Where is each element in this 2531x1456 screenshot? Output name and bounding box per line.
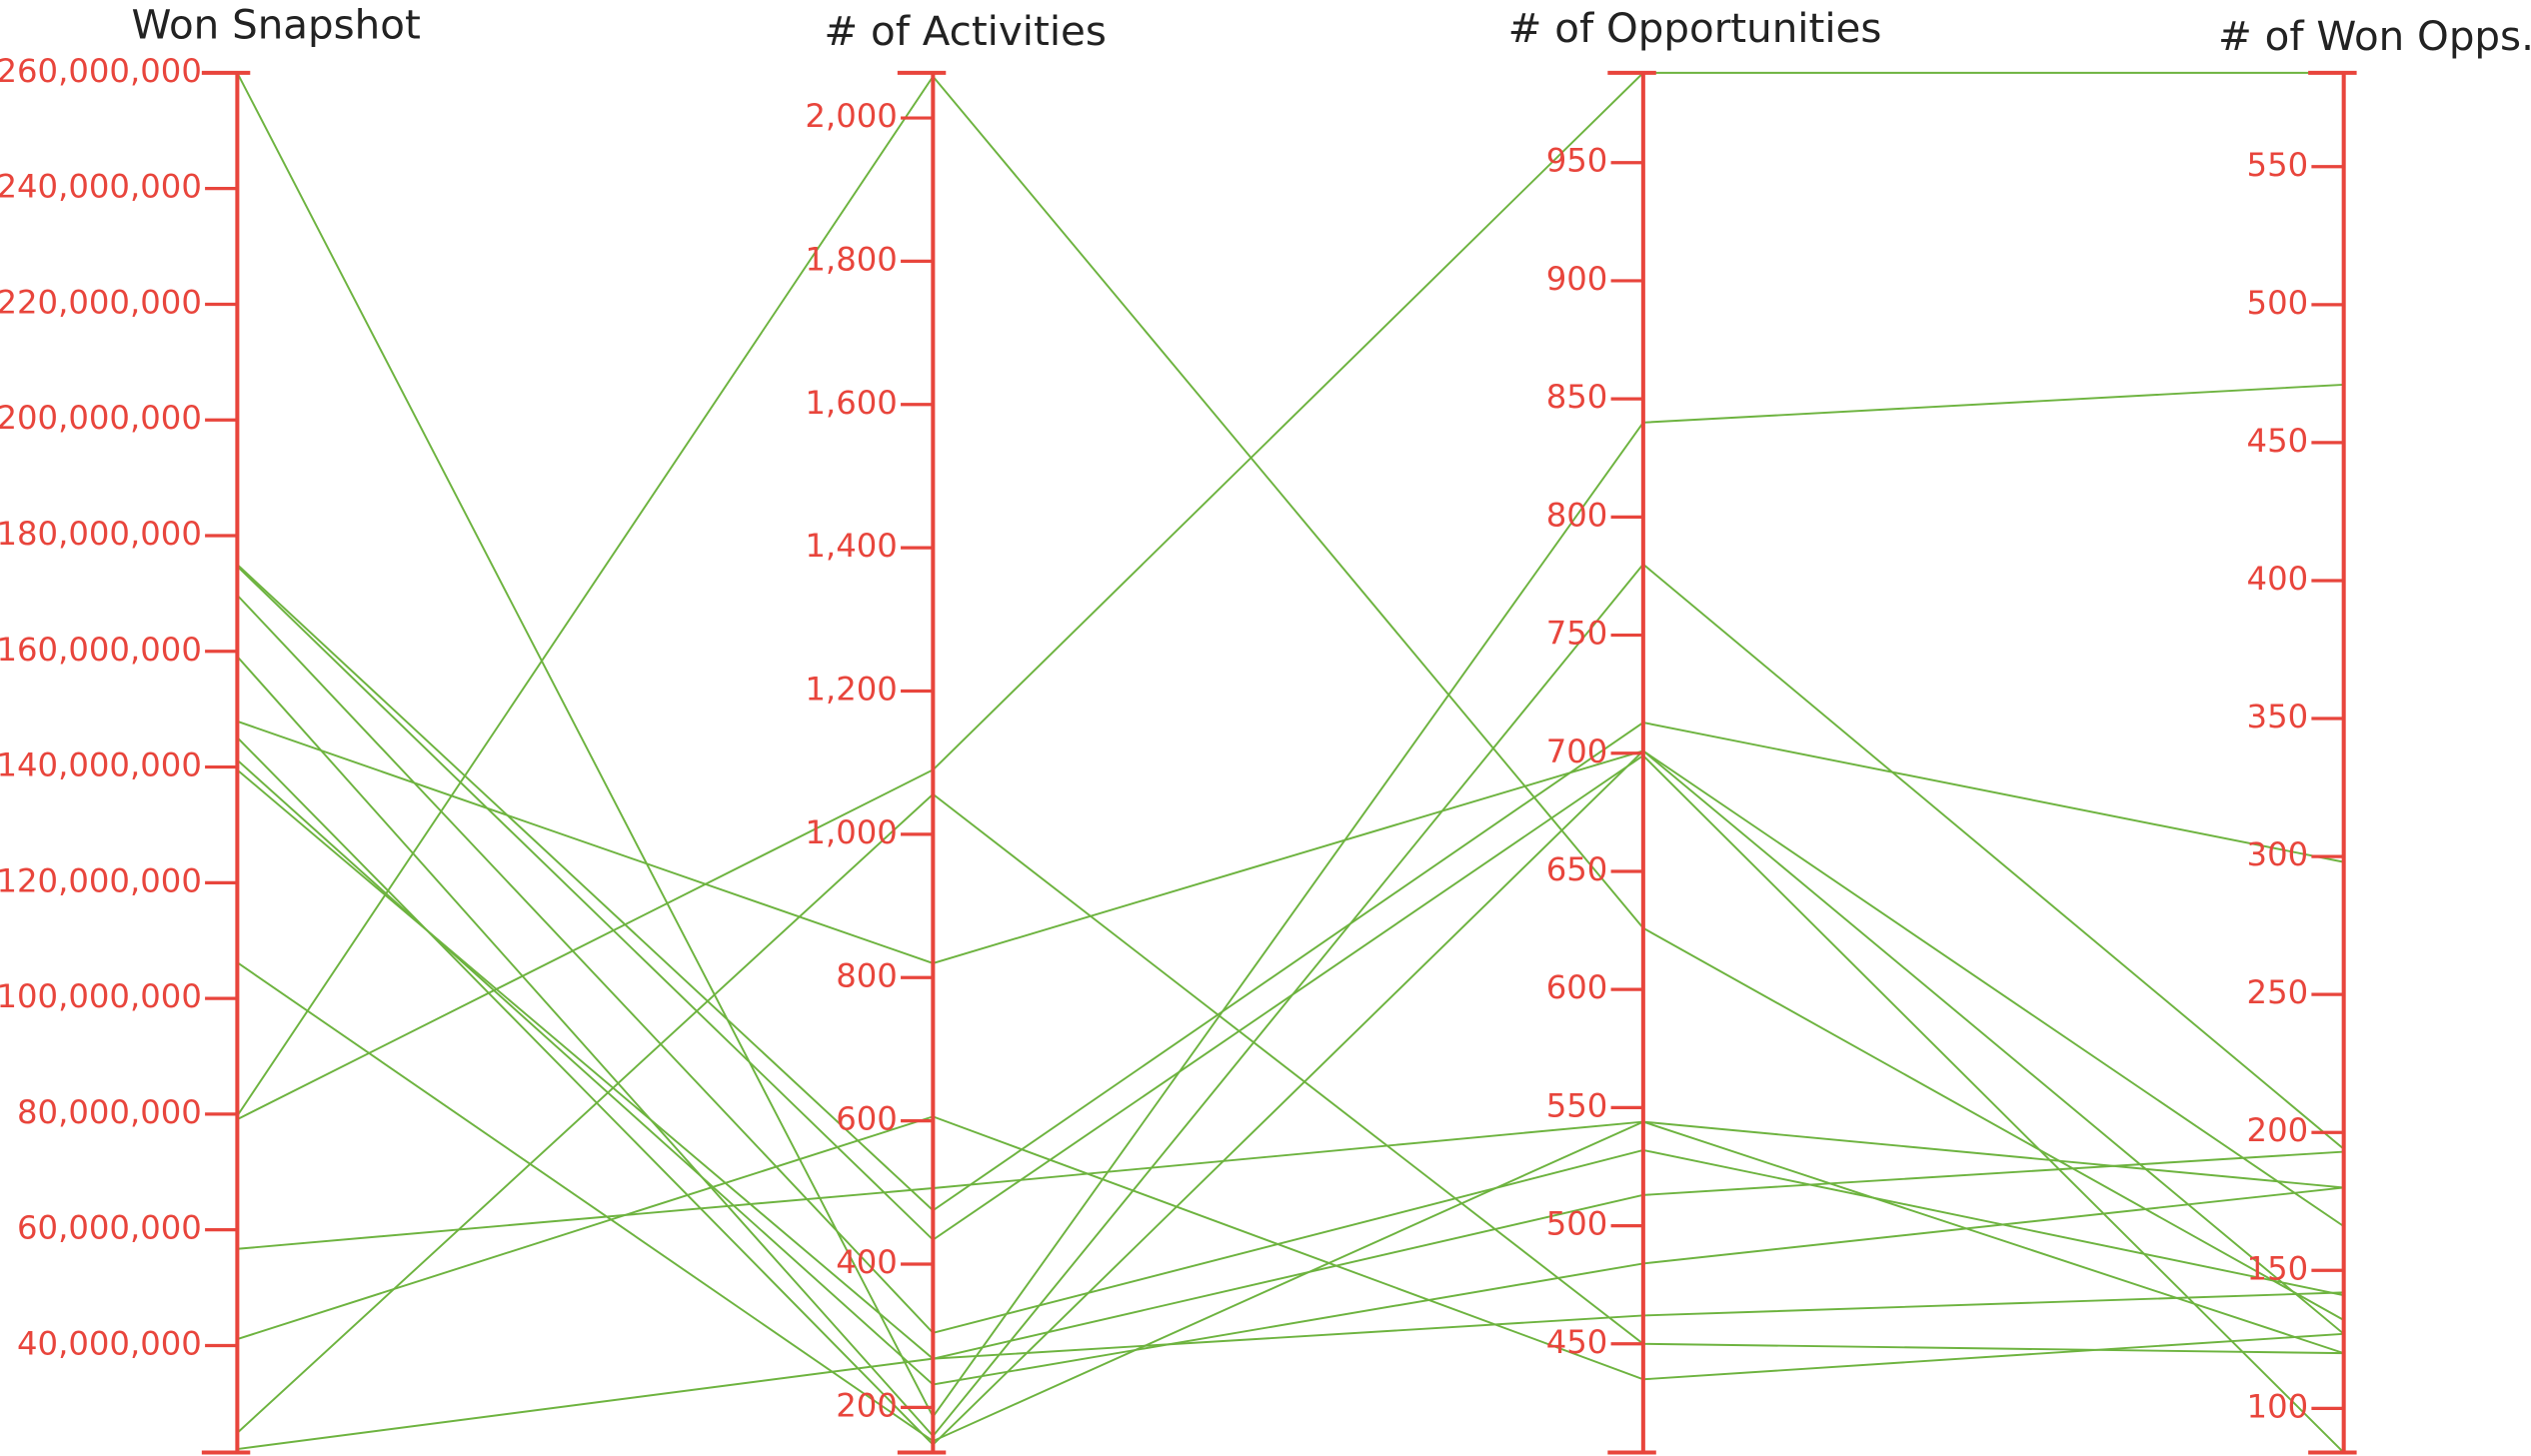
record-line: [236, 792, 2344, 1434]
tick-label: 220,000,000: [0, 283, 202, 321]
tick-label: 350: [2247, 698, 2309, 735]
tick-label: 950: [1546, 142, 1608, 180]
tick-label: 400: [2247, 560, 2309, 598]
axis: # of Activities 200 400 600 800 1,000 1,200 1,4…: [805, 8, 1107, 1455]
record-line: [236, 74, 2345, 1321]
axis-title: Won Snapshot: [131, 2, 420, 49]
tick-label: 40,000,000: [17, 1324, 202, 1362]
tick-label: 750: [1546, 615, 1608, 653]
axis-title: # of Won Opps.: [2218, 13, 2531, 60]
axis-title: # of Opportunities: [1508, 5, 1882, 52]
tick-label: 260,000,000: [0, 52, 202, 90]
record-line: [236, 594, 2344, 1334]
tick-label: 1,800: [805, 240, 897, 278]
tick-label: 400: [836, 1243, 898, 1281]
axis: # of Won Opps. 100 150 200 250 300 350 400 450 50…: [2218, 13, 2531, 1455]
tick-label: 200,000,000: [0, 399, 202, 437]
record-line: [236, 563, 2345, 1438]
tick-label: 650: [1546, 850, 1608, 888]
tick-label: 200: [2247, 1111, 2309, 1149]
record-line: [237, 1291, 2344, 1451]
tick-label: 800: [836, 956, 898, 994]
tick-label: 200: [836, 1386, 898, 1424]
tick-label: 550: [1546, 1086, 1608, 1124]
record-line: [236, 565, 2345, 1454]
record-line: [236, 961, 2344, 1443]
tick-label: 500: [1546, 1205, 1608, 1243]
tick-label: 500: [2247, 284, 2309, 322]
tick-label: 1,000: [805, 813, 897, 851]
record-line: [236, 71, 2344, 1120]
tick-label: 140,000,000: [0, 746, 202, 784]
tick-label: 180,000,000: [0, 515, 202, 553]
tick-label: 120,000,000: [0, 861, 202, 899]
tick-label: 100,000,000: [0, 977, 202, 1015]
tick-label: 60,000,000: [17, 1209, 202, 1247]
tick-label: 450: [1546, 1323, 1608, 1361]
tick-label: 850: [1546, 378, 1608, 416]
tick-label: 800: [1546, 496, 1608, 534]
tick-label: 700: [1546, 732, 1608, 770]
axis: Won Snapshot 40,000,000 60,000,000 80,000,0…: [0, 2, 421, 1455]
tick-label: 160,000,000: [0, 631, 202, 669]
tick-label: 450: [2247, 422, 2309, 460]
tick-label: 550: [2247, 146, 2309, 184]
record-line: [237, 1115, 2344, 1381]
tick-label: 240,000,000: [0, 168, 202, 206]
record-line: [236, 564, 2344, 1212]
tick-label: 600: [836, 1100, 898, 1138]
record-line: [237, 1120, 2344, 1355]
record-line: [236, 768, 2344, 1360]
tick-label: 250: [2247, 973, 2309, 1011]
lines: [236, 71, 2345, 1454]
tick-label: 300: [2247, 835, 2309, 873]
tick-label: 150: [2247, 1249, 2309, 1287]
tick-label: 80,000,000: [17, 1093, 202, 1131]
tick-label: 900: [1546, 260, 1608, 298]
axis-title: # of Activities: [824, 8, 1107, 55]
axis: # of Opportunities 450 500 550 600 650 700 750 8…: [1508, 5, 1882, 1455]
tick-label: 600: [1546, 968, 1608, 1006]
tick-label: 2,000: [805, 97, 897, 135]
record-line: [236, 72, 2344, 1419]
tick-label: 1,200: [805, 671, 897, 709]
record-line: [236, 736, 2345, 1447]
tick-label: 1,400: [805, 527, 897, 565]
record-line: [237, 720, 2345, 1227]
tick-label: 1,600: [805, 384, 897, 422]
record-line: [236, 758, 2344, 1386]
tick-label: 100: [2247, 1387, 2309, 1425]
